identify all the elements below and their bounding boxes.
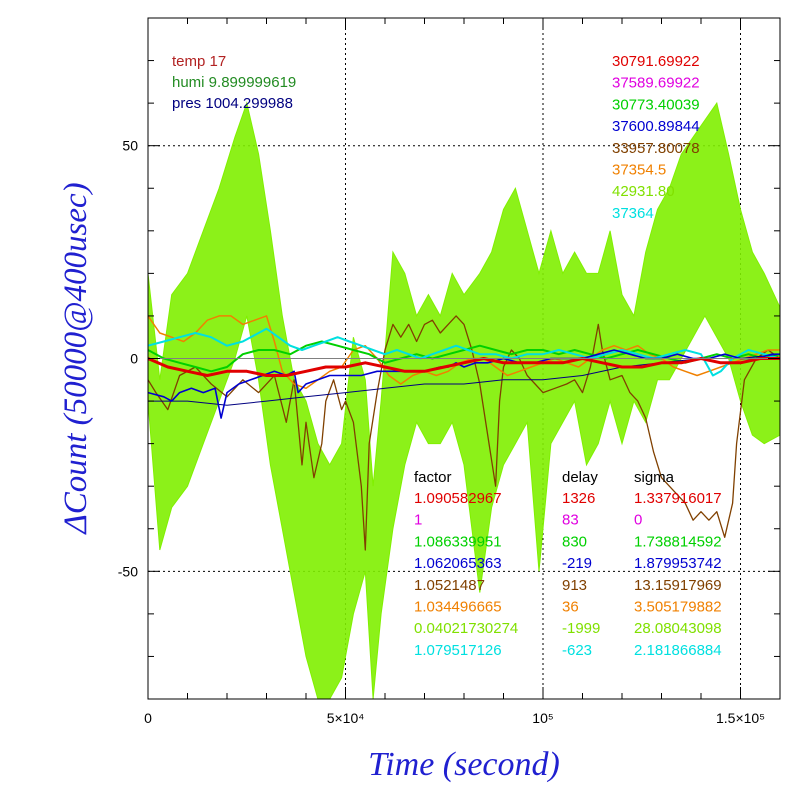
mean-value: 37600.89844 <box>612 118 700 135</box>
table-cell: -1999 <box>562 620 600 637</box>
annotation-text: 0 5×10⁴ 10⁵ 1.5×10⁵ -50 0 50 temp 17 humi 9.8999… <box>118 53 765 726</box>
mean-value: 30791.69922 <box>612 53 700 70</box>
series-line <box>148 327 780 377</box>
table-cell: 1.337916017 <box>634 490 722 507</box>
table-cell: 1.090582967 <box>414 490 502 507</box>
x-tick-label: 1.5×10⁵ <box>716 710 765 726</box>
table-cell: 83 <box>562 512 579 529</box>
table-cell: 0.04021730274 <box>414 620 518 637</box>
x-tick-label: 0 <box>144 710 152 726</box>
y-tick-label: -50 <box>118 563 138 579</box>
x-axis-title-text: Time (second) <box>368 746 560 783</box>
table-cell: 1326 <box>562 490 595 507</box>
mean-value: 42931.80 <box>612 183 675 200</box>
table-cell: 36 <box>562 599 579 616</box>
y-tick-label: 0 <box>130 351 138 367</box>
table-cell: 913 <box>562 577 587 594</box>
series-band <box>148 101 780 699</box>
mean-value: 30773.40039 <box>612 96 700 113</box>
table-cell: 28.08043098 <box>634 620 722 637</box>
table-cell: 0 <box>634 512 642 529</box>
series-line <box>148 340 780 373</box>
table-header: factor <box>414 469 452 486</box>
y-tick-label: 50 <box>122 138 138 154</box>
y-axis-title: ΔCount (50000@400usec) <box>58 182 94 535</box>
mean-value: 37364 <box>612 205 654 222</box>
x-tick-label: 10⁵ <box>532 710 553 726</box>
table-header: sigma <box>634 469 675 486</box>
table-cell: 1 <box>414 512 422 529</box>
env-info-line: temp 17 <box>172 53 226 70</box>
table-cell: 1.879953742 <box>634 555 722 572</box>
plot-frame <box>147 17 781 700</box>
env-info-line: humi 9.899999619 <box>172 74 296 91</box>
table-cell: 1.034496665 <box>414 599 502 616</box>
table-cell: 1.0521487 <box>414 577 485 594</box>
y-axis-title-text: ΔCount (50000@400usec) <box>58 182 94 535</box>
series-line <box>148 315 780 551</box>
table-cell: 1.062065363 <box>414 555 502 572</box>
table-cell: 1.086339951 <box>414 533 502 550</box>
series-line <box>148 357 780 377</box>
table-header: delay <box>562 469 598 486</box>
table-cell: 1.738814592 <box>634 533 722 550</box>
mean-value: 33957.80078 <box>612 140 700 157</box>
env-info-line: pres 1004.299988 <box>172 95 293 112</box>
mean-value: 37589.69922 <box>612 75 700 92</box>
table-cell: -219 <box>562 555 592 572</box>
table-cell: 830 <box>562 533 587 550</box>
table-cell: 2.181866884 <box>634 642 722 659</box>
mean-value: 37354.5 <box>612 162 666 179</box>
table-cell: 3.505179882 <box>634 599 722 616</box>
table-cell: 13.15917969 <box>634 577 722 594</box>
x-axis-title: Time (second) <box>368 746 560 783</box>
table-cell: -623 <box>562 642 592 659</box>
table-cell: 1.079517126 <box>414 642 502 659</box>
x-tick-label: 5×10⁴ <box>327 710 365 726</box>
